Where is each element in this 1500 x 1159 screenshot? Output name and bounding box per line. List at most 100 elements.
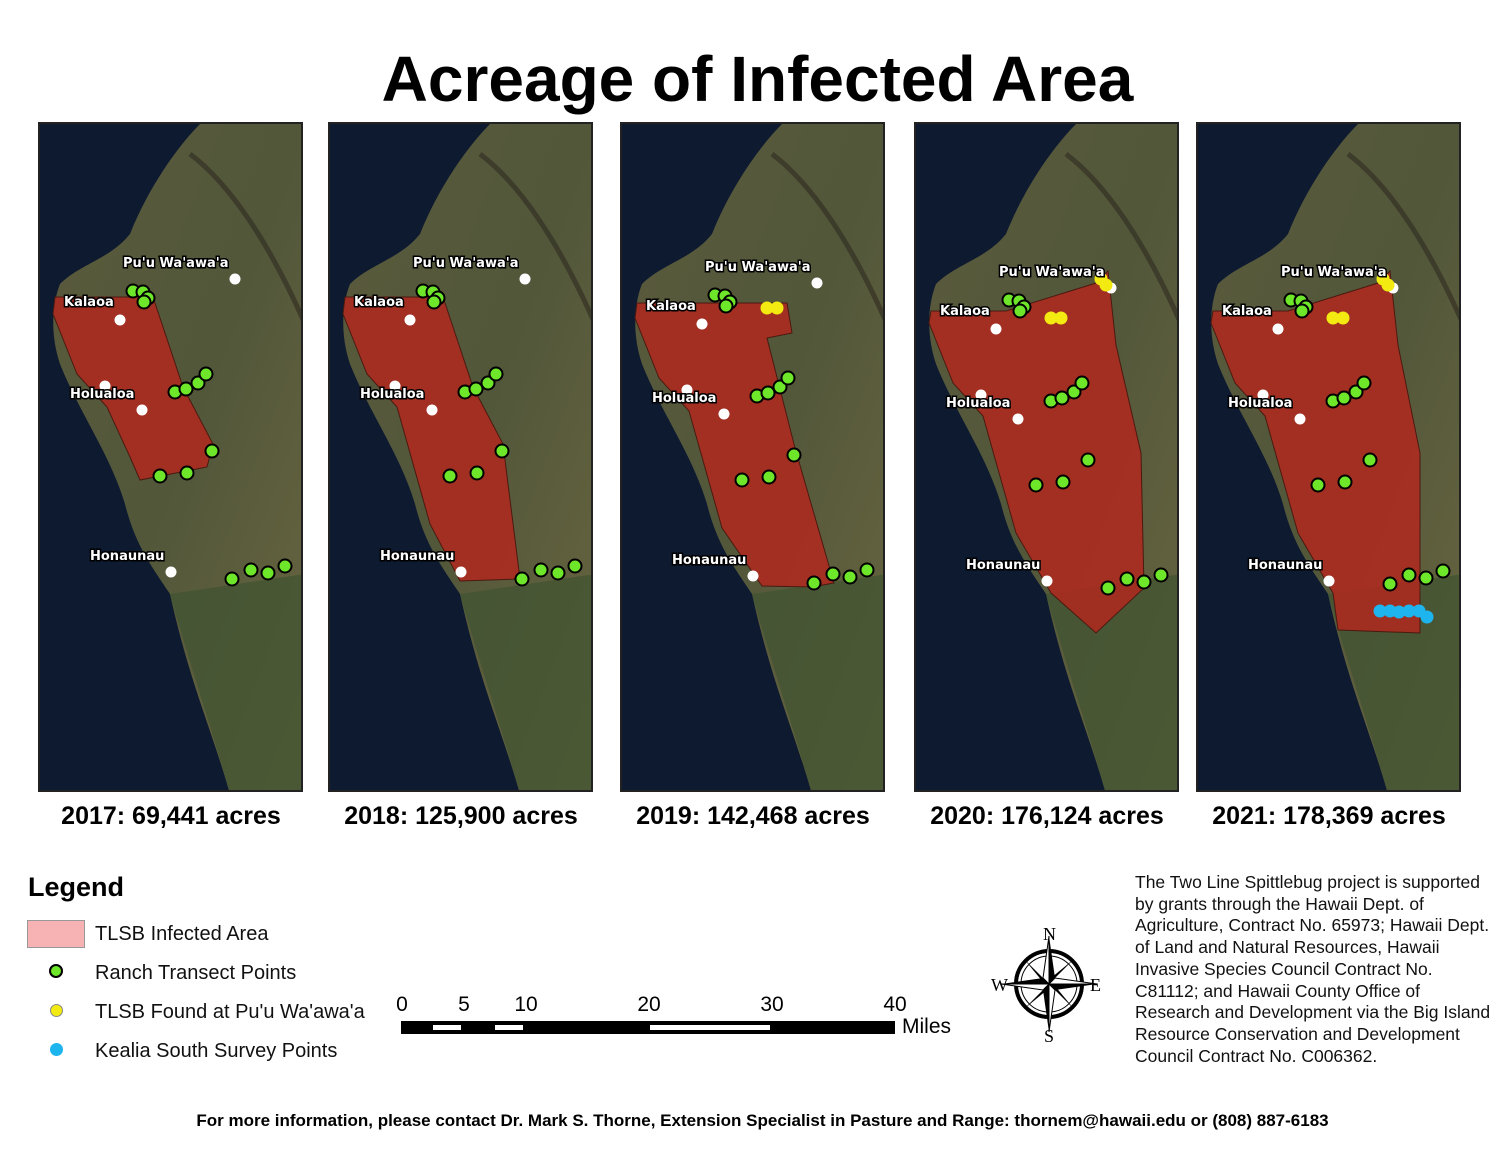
place-label: Kalaoa (940, 304, 990, 319)
infected-area-polygon (342, 296, 521, 582)
tlsb-found-point (1336, 311, 1350, 325)
ranch-transect-point (152, 468, 168, 484)
legend-kealia-point-icon (50, 1043, 63, 1056)
map-panel-2020: Pu'u Wa'awa'a Kalaoa Holualoa Honaunau (914, 122, 1179, 792)
ranch-transect-point (806, 575, 822, 591)
town-point (1272, 323, 1284, 335)
map-panel-2017: Pu'u Wa'awa'a Kalaoa Holualoa Honaunau (38, 122, 303, 792)
place-label: Pu'u Wa'awa'a (123, 256, 228, 271)
ranch-transect-point (198, 366, 214, 382)
contact-footer: For more information, please contact Dr.… (196, 1111, 1329, 1130)
funding-credit: The Two Line Spittlebug project is suppo… (1135, 872, 1491, 1066)
map-panel-2021: Pu'u Wa'awa'a Kalaoa Holualoa Honaunau (1196, 122, 1461, 792)
ranch-transect-point (260, 565, 276, 581)
ranch-transect-point (1054, 390, 1070, 406)
place-label: Pu'u Wa'awa'a (705, 260, 810, 275)
infected-area-polygon (52, 296, 214, 481)
town-point (114, 314, 126, 326)
map-panel-2019: Pu'u Wa'awa'a Kalaoa Holualoa Honaunau (620, 122, 885, 792)
lowland-forest (752, 574, 883, 790)
map-title: Acreage of Infected Area (381, 43, 1134, 115)
ranch-transect-point (1362, 452, 1378, 468)
ranch-transect-point (786, 447, 802, 463)
place-label: Pu'u Wa'awa'a (413, 256, 518, 271)
acreage-caption-2018: 2018: 125,900 acres (344, 802, 578, 830)
ranch-transect-point (1080, 452, 1096, 468)
ranch-transect-point (859, 562, 875, 578)
ranch-transect-point (1119, 571, 1135, 587)
town-point (455, 566, 467, 578)
ranch-transect-point (550, 565, 566, 581)
ranch-transect-point (1401, 567, 1417, 583)
place-label: Holualoa (70, 387, 134, 402)
ranch-transect-point (842, 569, 858, 585)
place-label: Kalaoa (354, 295, 404, 310)
ranch-transect-point (734, 472, 750, 488)
legend-label-infected: TLSB Infected Area (95, 923, 269, 945)
compass-e: E (1090, 975, 1101, 995)
scale-label-40: 40 (883, 993, 907, 1016)
tlsb-found-point (1326, 311, 1340, 325)
ranch-transect-point (469, 465, 485, 481)
place-label: Honaunau (1248, 558, 1322, 573)
acreage-caption-2017: 2017: 69,441 acres (61, 802, 281, 830)
ranch-transect-point (1382, 576, 1398, 592)
place-label: Holualoa (652, 391, 716, 406)
ranch-transect-point (1337, 474, 1353, 490)
town-point (1294, 413, 1306, 425)
ranch-transect-point (494, 443, 510, 459)
compass-w: W (991, 975, 1008, 995)
ranch-transect-point (277, 558, 293, 574)
town-point (404, 314, 416, 326)
tlsb-found-point (1381, 278, 1395, 292)
legend-label-ranch: Ranch Transect Points (95, 962, 297, 984)
place-label: Honaunau (380, 549, 454, 564)
acreage-caption-2020: 2020: 176,124 acres (930, 802, 1164, 830)
ranch-transect-point (1136, 574, 1152, 590)
legend-ranch-point-icon (49, 964, 63, 978)
ranch-transect-point (1153, 567, 1169, 583)
legend-swatch-infected (27, 920, 85, 948)
legend-label-kealia: Kealia South Survey Points (95, 1040, 338, 1062)
scale-bar (401, 1021, 895, 1034)
tlsb-found-point (770, 301, 784, 315)
ranch-transect-point (1055, 474, 1071, 490)
place-label: Holualoa (946, 396, 1010, 411)
ranch-transect-point (825, 566, 841, 582)
kealia-survey-point (1420, 610, 1434, 624)
scale-label-0: 0 (396, 993, 408, 1016)
kealia-survey-point (1402, 604, 1416, 618)
ranch-transect-point (514, 571, 530, 587)
ranch-transect-point (1356, 375, 1372, 391)
legend-title: Legend (28, 872, 125, 902)
ranch-transect-point (426, 294, 442, 310)
town-point (696, 318, 708, 330)
ranch-transect-point (1310, 477, 1326, 493)
town-point (136, 404, 148, 416)
town-point (1257, 389, 1269, 401)
ranch-transect-point (179, 465, 195, 481)
tlsb-found-point (1044, 311, 1058, 325)
lowland-forest (460, 574, 591, 790)
place-label: Holualoa (360, 387, 424, 402)
town-point (1041, 575, 1053, 587)
legend-tlsb-point-icon (50, 1004, 63, 1017)
tlsb-found-point (1054, 311, 1068, 325)
town-point (229, 273, 241, 285)
town-point (519, 273, 531, 285)
acreage-caption-2019: 2019: 142,468 acres (636, 802, 870, 830)
town-point (1012, 413, 1024, 425)
ranch-transect-point (1028, 477, 1044, 493)
ranch-transect-point (1294, 303, 1310, 319)
acreage-caption-2021: 2021: 178,369 acres (1212, 802, 1446, 830)
place-label: Honaunau (966, 558, 1040, 573)
legend-label-tlsb: TLSB Found at Pu'u Wa'awa'a (95, 1001, 365, 1023)
scale-label-30: 30 (760, 993, 784, 1016)
place-label: Honaunau (672, 553, 746, 568)
ranch-transect-point (760, 385, 776, 401)
town-point (165, 566, 177, 578)
scale-unit: Miles (902, 1015, 952, 1038)
scale-label-5: 5 (458, 993, 470, 1016)
place-label: Holualoa (1228, 396, 1292, 411)
town-point (990, 323, 1002, 335)
